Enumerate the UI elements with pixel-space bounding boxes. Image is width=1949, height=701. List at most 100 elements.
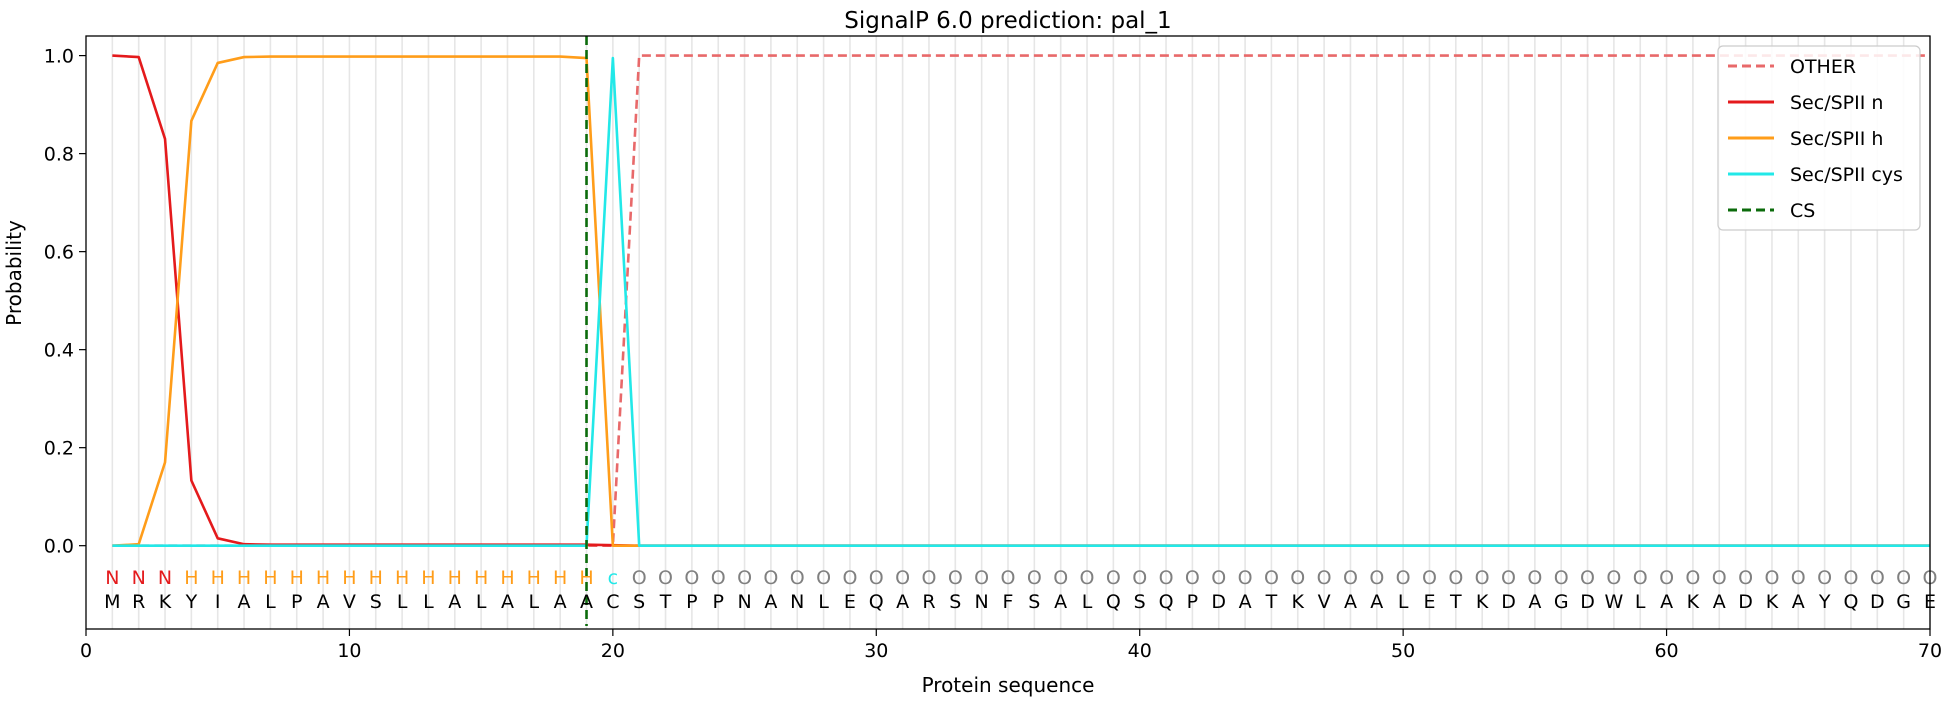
residue-label: A <box>1344 591 1357 613</box>
region-label: O <box>1343 567 1358 589</box>
region-label: O <box>1369 567 1384 589</box>
residue-label: L <box>423 591 434 613</box>
residue-label: V <box>343 591 356 613</box>
region-label: O <box>1475 567 1490 589</box>
legend-box <box>1717 45 1921 231</box>
residue-label: S <box>1134 591 1146 613</box>
region-label: H <box>263 567 277 589</box>
residue-label: E <box>844 591 856 613</box>
residue-label: A <box>1370 591 1383 613</box>
residue-label: L <box>529 591 540 613</box>
region-label: H <box>395 567 409 589</box>
residue-label: Y <box>1818 591 1831 613</box>
residue-label: Q <box>1106 591 1121 613</box>
residue-label: L <box>1635 591 1646 613</box>
region-label: O <box>1817 567 1832 589</box>
region-label: O <box>1238 567 1253 589</box>
region-label: O <box>1554 567 1569 589</box>
region-label: O <box>921 567 936 589</box>
legend-label: Sec/SPII cys <box>1790 164 1903 186</box>
region-label: O <box>895 567 910 589</box>
residue-label: D <box>1211 591 1226 613</box>
region-label: O <box>1396 567 1411 589</box>
residue-label: A <box>1239 591 1252 613</box>
region-label: O <box>1185 567 1200 589</box>
x-tick-label: 40 <box>1128 640 1152 662</box>
region-label: O <box>1080 567 1095 589</box>
residue-label: K <box>1476 591 1489 613</box>
residue-label: A <box>764 591 777 613</box>
x-tick-label: 60 <box>1654 640 1678 662</box>
residue-label: M <box>104 591 120 613</box>
region-label: O <box>1633 567 1648 589</box>
residue-label: I <box>215 591 221 613</box>
residue-label: A <box>448 591 461 613</box>
x-tick-label: 20 <box>601 640 625 662</box>
legend-label: Sec/SPII h <box>1790 128 1883 150</box>
region-label: O <box>1159 567 1174 589</box>
region-label: H <box>316 567 330 589</box>
residue-label: A <box>1792 591 1805 613</box>
residue-label: V <box>1318 591 1331 613</box>
x-tick-label: 0 <box>80 640 92 662</box>
region-label: O <box>1606 567 1621 589</box>
region-label: O <box>737 567 752 589</box>
region-label: O <box>763 567 778 589</box>
residue-label: D <box>1870 591 1885 613</box>
x-tick-label: 30 <box>864 640 888 662</box>
y-tick-label: 0.2 <box>44 438 74 460</box>
axis-ticks: 0 10 20 30 40 50 60 70 0.0 0.2 0.4 0.6 0.8 1.0 <box>44 46 1942 662</box>
residue-label: K <box>159 591 172 613</box>
region-label: O <box>1843 567 1858 589</box>
residue-label: L <box>818 591 829 613</box>
region-label: N <box>132 567 146 589</box>
residue-label: D <box>1580 591 1595 613</box>
residue-label: R <box>132 591 145 613</box>
residue-label: A <box>1713 591 1726 613</box>
series-line-other <box>112 54 1930 547</box>
region-label: H <box>421 567 435 589</box>
residue-label: K <box>1766 591 1779 613</box>
residue-label: A <box>317 591 330 613</box>
region-label: O <box>816 567 831 589</box>
residue-label: L <box>397 591 408 613</box>
residue-label: P <box>686 591 697 613</box>
region-label: O <box>842 567 857 589</box>
residue-label: A <box>501 591 514 613</box>
residue-label: L <box>1082 591 1093 613</box>
residue-label: L <box>1398 591 1409 613</box>
region-label: O <box>1317 567 1332 589</box>
grid-lines <box>111 36 1931 629</box>
region-label: O <box>1896 567 1911 589</box>
region-label: O <box>1448 567 1463 589</box>
region-label: O <box>948 567 963 589</box>
residue-label: R <box>922 591 935 613</box>
residue-label: Q <box>869 591 884 613</box>
region-label: H <box>211 567 225 589</box>
region-label: O <box>1132 567 1147 589</box>
y-tick-label: 0.4 <box>44 340 74 362</box>
residue-label: F <box>1003 591 1014 613</box>
legend-label: OTHER <box>1790 56 1856 78</box>
residue-label: P <box>291 591 302 613</box>
residue-label: S <box>949 591 961 613</box>
y-tick-label: 1.0 <box>44 46 74 68</box>
x-tick-label: 70 <box>1918 640 1942 662</box>
series-line-sec-spii-n <box>112 54 1930 547</box>
region-label: O <box>1685 567 1700 589</box>
region-label: O <box>1422 567 1437 589</box>
residue-label: A <box>1054 591 1067 613</box>
region-label: O <box>790 567 805 589</box>
residue-label: P <box>1187 591 1198 613</box>
residue-label: D <box>1501 591 1516 613</box>
legend-label: CS <box>1790 200 1815 222</box>
region-label: O <box>1027 567 1042 589</box>
region-label: H <box>527 567 541 589</box>
residue-label: A <box>580 591 593 613</box>
residue-label: G <box>1896 591 1911 613</box>
y-tick-label: 0.6 <box>44 242 74 264</box>
region-label: O <box>1580 567 1595 589</box>
y-axis-label: Probability <box>2 220 26 326</box>
region-label: O <box>632 567 647 589</box>
